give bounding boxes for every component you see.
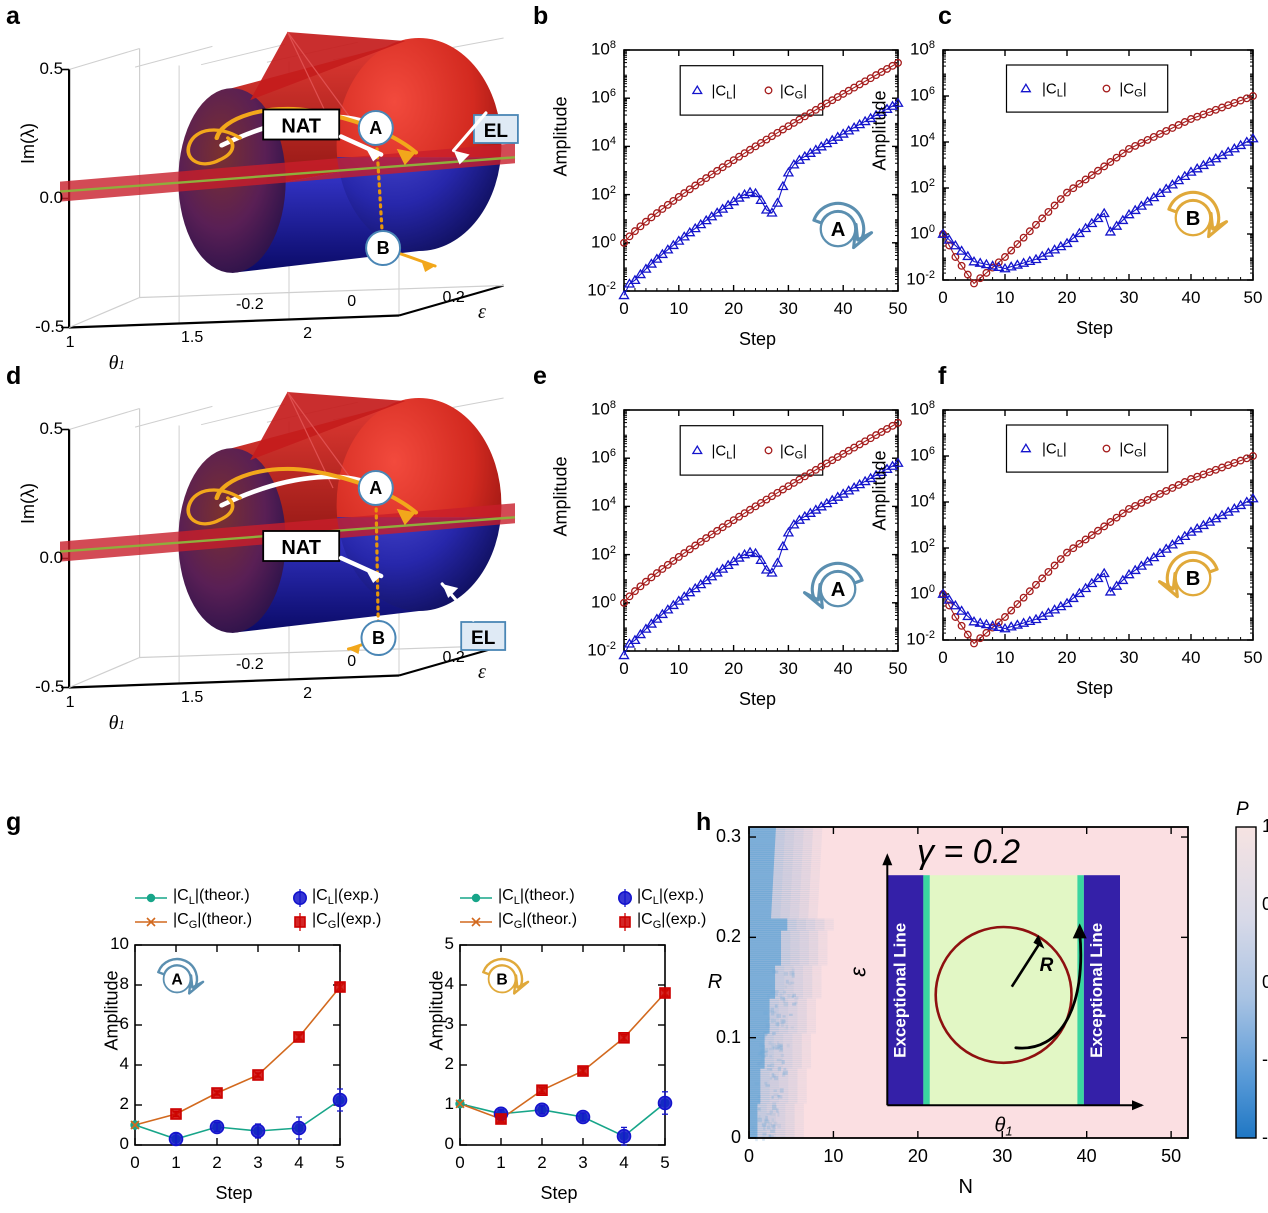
svg-text:EL: EL (484, 121, 509, 142)
svg-text:R: R (1040, 955, 1054, 976)
svg-text:B: B (372, 628, 385, 648)
svg-text:|CG|: |CG| (780, 82, 807, 101)
svg-text:|CG|: |CG| (1119, 441, 1146, 460)
svg-text:B: B (496, 972, 507, 989)
svg-text:A: A (171, 972, 182, 989)
svg-text:|CL|: |CL| (712, 82, 737, 101)
svg-text:A: A (369, 478, 382, 498)
svg-text:B: B (377, 238, 390, 258)
svg-text:A: A (369, 118, 382, 138)
svg-text:ε: ε (845, 967, 870, 977)
svg-text:Exceptional Line: Exceptional Line (1087, 923, 1106, 1058)
svg-text:B: B (1186, 208, 1201, 230)
svg-text:NAT: NAT (281, 116, 321, 138)
svg-text:|CL|: |CL| (1042, 441, 1067, 460)
svg-text:|CG|: |CG| (1119, 81, 1146, 100)
svg-text:B: B (1186, 568, 1201, 590)
svg-text:|CL|: |CL| (1042, 81, 1067, 100)
svg-text:|CG|: |CG| (780, 442, 807, 461)
svg-text:γ = 0.2: γ = 0.2 (917, 833, 1020, 871)
svg-text:A: A (831, 219, 846, 241)
svg-text:Exceptional Line: Exceptional Line (890, 923, 909, 1058)
svg-text:NAT: NAT (281, 537, 321, 559)
svg-text:EL: EL (471, 628, 496, 649)
svg-text:|CL|: |CL| (712, 442, 737, 461)
svg-text:A: A (831, 579, 846, 601)
